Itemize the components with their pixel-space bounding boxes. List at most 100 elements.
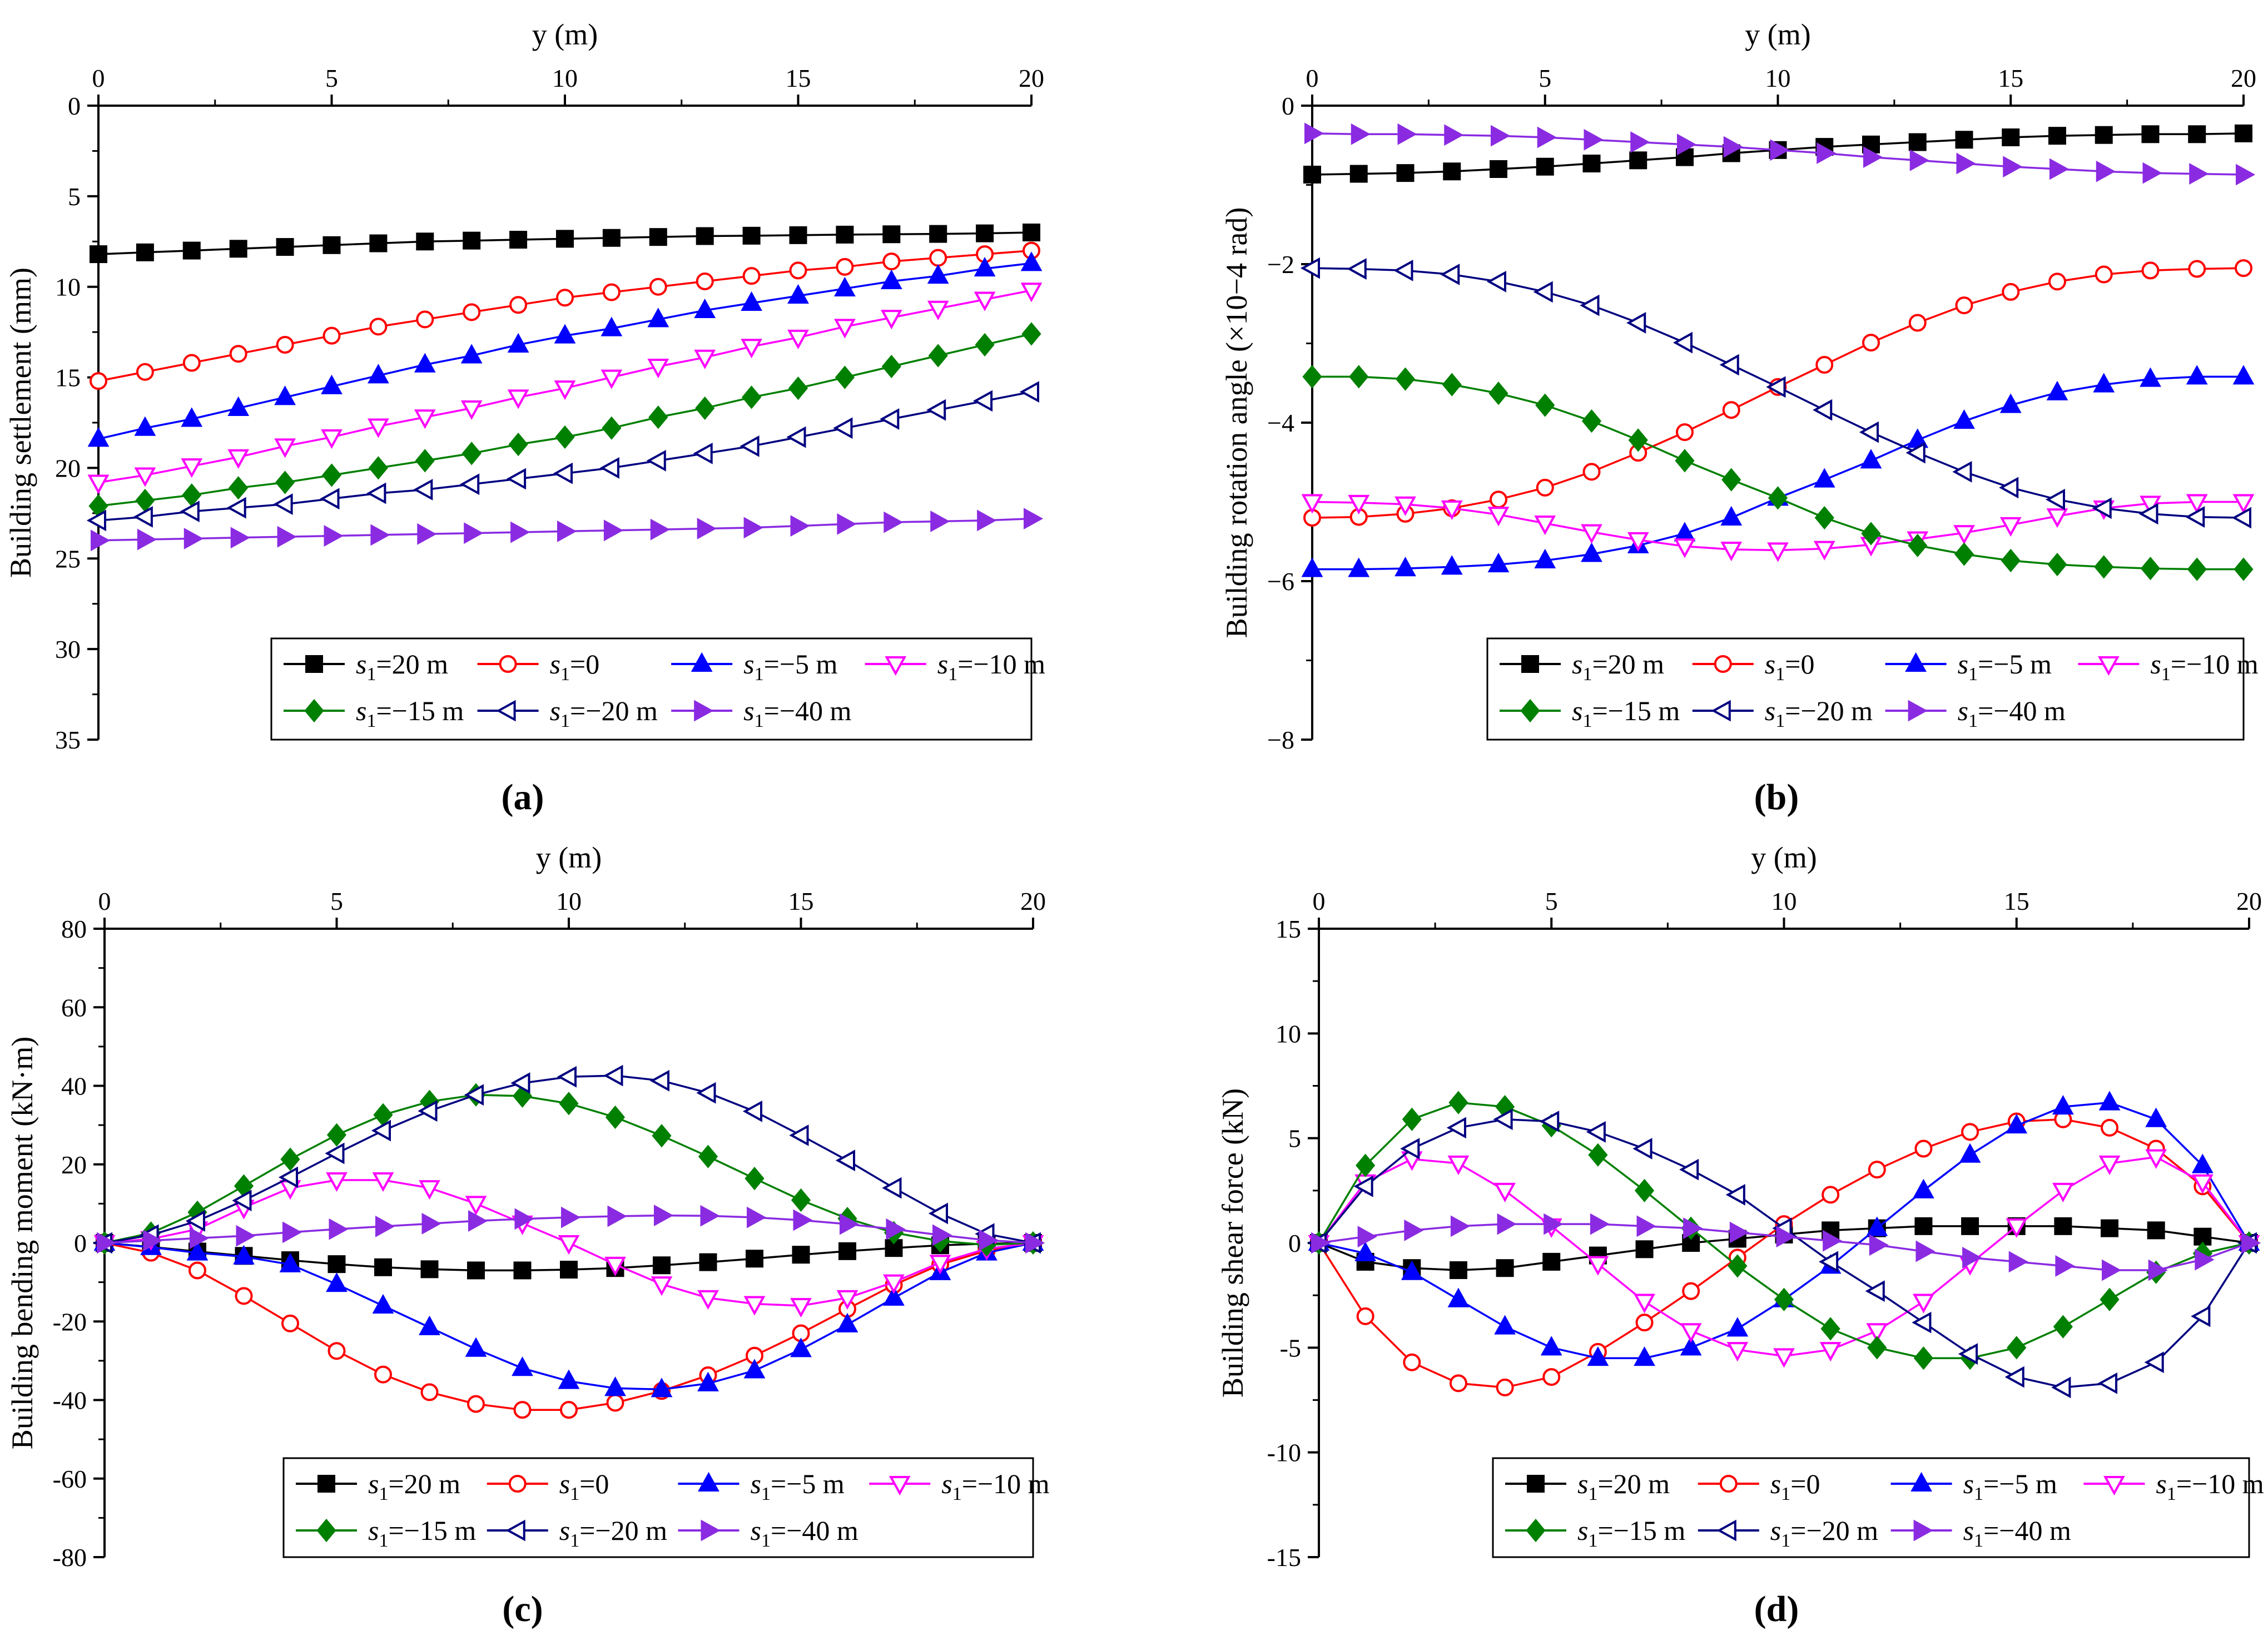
legend-sym-s: s (368, 1515, 379, 1546)
data-point (2141, 125, 2160, 143)
data-point (651, 1378, 673, 1398)
data-point (693, 442, 713, 464)
data-point (1348, 557, 1370, 577)
data-point (324, 525, 344, 547)
y-axis-label: Building settlement (mm) (4, 267, 37, 578)
legend-sym-val: =20 m (376, 648, 448, 680)
legend-sym-val: =−20 m (579, 1515, 667, 1546)
data-point (1582, 155, 1601, 173)
data-point (836, 257, 854, 276)
legend-label: s1=−5 m (1958, 648, 2052, 685)
data-point (2049, 158, 2070, 180)
data-point (2147, 1221, 2165, 1240)
data-point (1683, 1217, 1703, 1240)
data-point (2095, 265, 2113, 284)
legend-sym-sub: 1 (755, 664, 764, 685)
data-point (2232, 494, 2255, 514)
data-point (2186, 365, 2208, 385)
legend-sym-sub: 1 (1582, 711, 1592, 731)
data-point (136, 243, 154, 261)
legend-sym-sub: 1 (1968, 664, 1978, 685)
legend: s1=20 ms1=20 m s1=0s1=0 s1=−5 ms1=−5 m s1=−… (1486, 637, 2259, 741)
data-point (696, 1082, 716, 1104)
data-point (647, 359, 669, 379)
data-point (232, 1190, 252, 1212)
legend-sym-val: =0 (1790, 1468, 1820, 1499)
data-point (1954, 542, 1974, 566)
x-tick-label: 10 (552, 64, 578, 92)
data-point (881, 354, 901, 379)
data-point (883, 1274, 905, 1294)
data-point (789, 226, 807, 244)
data-point (1711, 700, 1731, 722)
legend-entry: s1=−40 ms1=−40 m (671, 695, 852, 731)
legend-sym-sub: 1 (379, 1530, 388, 1551)
data-point (326, 1172, 348, 1192)
data-point (1776, 1226, 1796, 1248)
data-point (1813, 399, 1833, 421)
data-point (1536, 478, 1554, 497)
legend-entry: s1=−5 ms1=−5 m (678, 1468, 845, 1504)
legend-entry: s1=−5 ms1=−5 m (671, 648, 838, 685)
legend-sym-sub: 1 (366, 711, 376, 731)
data-point (463, 303, 481, 321)
legend-sym-val: =−15 m (1592, 695, 1680, 726)
data-point (507, 333, 529, 353)
data-point (1908, 133, 1927, 151)
data-point (2048, 127, 2066, 145)
y-tick-label: 20 (55, 454, 81, 482)
data-point (1913, 1346, 1934, 1370)
data-point (1675, 449, 1695, 473)
y-tick-label: -40 (53, 1386, 87, 1415)
data-point (506, 468, 527, 490)
data-point (1915, 1240, 1936, 1262)
data-point (604, 1256, 626, 1276)
x-tick-label: 0 (98, 887, 111, 915)
legend-sym-val: =0 (570, 648, 599, 680)
y-axis-label: Building bending moment (kN·m) (6, 1037, 39, 1449)
data-point (1626, 312, 1646, 334)
data-point (742, 226, 761, 245)
data-point (694, 700, 714, 722)
data-point (2097, 1372, 2118, 1394)
data-point (1908, 700, 1928, 722)
x-tick-label: 5 (1539, 64, 1551, 92)
data-point (2187, 557, 2207, 581)
data-point (368, 418, 389, 438)
legend-entry: s1=−40 ms1=−40 m (1885, 695, 2066, 731)
legend-entry: s1=−5 ms1=−5 m (1885, 648, 2052, 685)
data-point (1674, 538, 1696, 558)
data-point (932, 1224, 952, 1246)
data-point (273, 493, 293, 515)
data-point (1679, 1158, 1699, 1181)
data-point (556, 289, 574, 307)
data-point (1823, 1230, 1843, 1252)
x-tick-label: 15 (2004, 887, 2029, 915)
legend-label: s1=−40 m (1963, 1515, 2071, 1551)
data-point (834, 276, 856, 296)
data-point (278, 1166, 298, 1188)
data-point (137, 528, 157, 551)
data-point (1449, 1261, 1467, 1279)
data-point (1634, 1346, 1655, 1366)
data-point (650, 518, 670, 541)
data-point (787, 284, 809, 304)
series-2 (93, 1231, 1044, 1398)
data-point (1351, 123, 1371, 145)
data-point (1728, 1254, 1748, 1278)
data-point (414, 409, 436, 429)
data-point (420, 1383, 439, 1401)
data-point (2191, 1153, 2214, 1173)
data-point (699, 1253, 717, 1271)
data-point (2095, 126, 2113, 144)
data-point (421, 1213, 441, 1235)
data-point (1303, 165, 1321, 184)
data-point (460, 344, 483, 364)
data-point (91, 529, 111, 552)
x-axis-label: y (m) (536, 841, 602, 874)
legend-entry: s1=−20 ms1=−20 m (1698, 1515, 1878, 1551)
x-tick-label: 10 (556, 887, 582, 915)
data-point (1446, 1117, 1466, 1139)
data-point (929, 225, 947, 243)
data-point (1443, 162, 1461, 181)
